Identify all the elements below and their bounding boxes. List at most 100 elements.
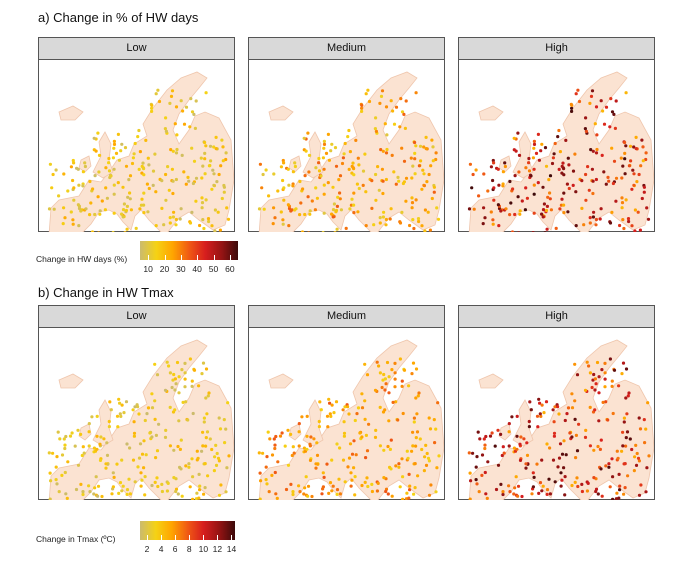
station-point	[71, 222, 75, 226]
station-point	[477, 490, 481, 494]
station-point	[203, 140, 207, 145]
station-point	[191, 497, 195, 500]
station-point	[541, 185, 545, 189]
station-point	[224, 151, 228, 155]
station-point	[104, 186, 108, 190]
station-point	[262, 207, 266, 211]
station-point	[216, 210, 220, 214]
station-point	[174, 217, 178, 222]
station-point	[107, 419, 111, 424]
station-point	[265, 482, 269, 486]
station-point	[154, 433, 158, 437]
station-point	[92, 446, 96, 450]
station-point	[280, 431, 284, 435]
station-point	[71, 178, 75, 183]
station-point	[120, 489, 124, 493]
station-point	[604, 105, 609, 109]
station-point	[284, 487, 289, 492]
station-point	[499, 482, 503, 486]
station-point	[532, 146, 536, 150]
station-point	[335, 442, 339, 446]
station-point	[122, 411, 126, 415]
station-point	[347, 456, 352, 460]
station-point	[118, 401, 122, 405]
station-point	[366, 484, 370, 489]
station-point	[646, 401, 650, 405]
station-point	[609, 97, 613, 101]
station-point	[399, 97, 403, 101]
station-point	[209, 159, 213, 163]
station-point	[576, 88, 580, 92]
station-point	[190, 379, 194, 383]
station-point	[614, 99, 618, 103]
station-point	[94, 475, 98, 479]
station-point	[274, 434, 278, 439]
station-point	[627, 164, 631, 168]
station-point	[570, 109, 574, 113]
station-point	[308, 442, 312, 446]
station-point	[208, 437, 212, 441]
station-point	[306, 484, 311, 488]
station-point	[307, 170, 311, 174]
station-point	[597, 391, 601, 395]
station-point	[118, 412, 122, 416]
station-point	[203, 486, 207, 490]
europe-map	[47, 339, 234, 500]
station-point	[551, 458, 556, 462]
station-point	[186, 418, 190, 422]
station-point	[524, 462, 528, 466]
station-point	[628, 144, 633, 148]
station-point	[424, 463, 429, 467]
station-point	[502, 451, 506, 455]
station-point	[132, 152, 136, 156]
station-point	[102, 437, 106, 441]
station-point	[499, 432, 503, 436]
station-point	[413, 486, 417, 490]
station-point	[163, 127, 167, 131]
station-point	[137, 167, 141, 171]
station-point	[646, 217, 651, 221]
station-point	[566, 210, 570, 214]
station-point	[278, 434, 283, 438]
station-point	[146, 156, 150, 160]
station-point	[624, 444, 628, 448]
station-point	[364, 433, 368, 437]
station-point	[567, 163, 571, 167]
station-point	[557, 456, 562, 460]
station-point	[599, 467, 603, 471]
station-point	[330, 458, 334, 462]
station-point	[626, 394, 630, 398]
station-point	[594, 105, 599, 109]
station-point	[594, 177, 598, 182]
station-point	[338, 492, 342, 496]
station-point	[214, 463, 219, 467]
panel-header: High	[459, 306, 654, 328]
station-point	[272, 206, 276, 210]
station-point	[612, 112, 616, 116]
station-point	[69, 210, 73, 214]
station-point	[633, 229, 637, 232]
station-point	[620, 206, 624, 210]
station-point	[507, 484, 511, 488]
station-point	[223, 441, 227, 445]
station-point	[160, 206, 164, 210]
station-point	[590, 385, 594, 390]
station-point	[512, 136, 516, 140]
station-point	[197, 384, 201, 388]
station-point	[378, 371, 382, 375]
station-point	[128, 174, 133, 178]
station-point	[167, 364, 171, 368]
station-point	[591, 215, 595, 219]
station-point	[331, 208, 336, 212]
station-point	[543, 146, 548, 150]
station-point	[118, 481, 123, 485]
station-point	[105, 453, 110, 457]
station-point	[524, 166, 528, 170]
station-point	[404, 176, 409, 180]
station-point	[468, 471, 472, 475]
station-point	[537, 491, 541, 495]
station-point	[116, 132, 120, 136]
station-point	[300, 230, 305, 232]
station-point	[297, 430, 301, 434]
station-point	[365, 373, 370, 377]
